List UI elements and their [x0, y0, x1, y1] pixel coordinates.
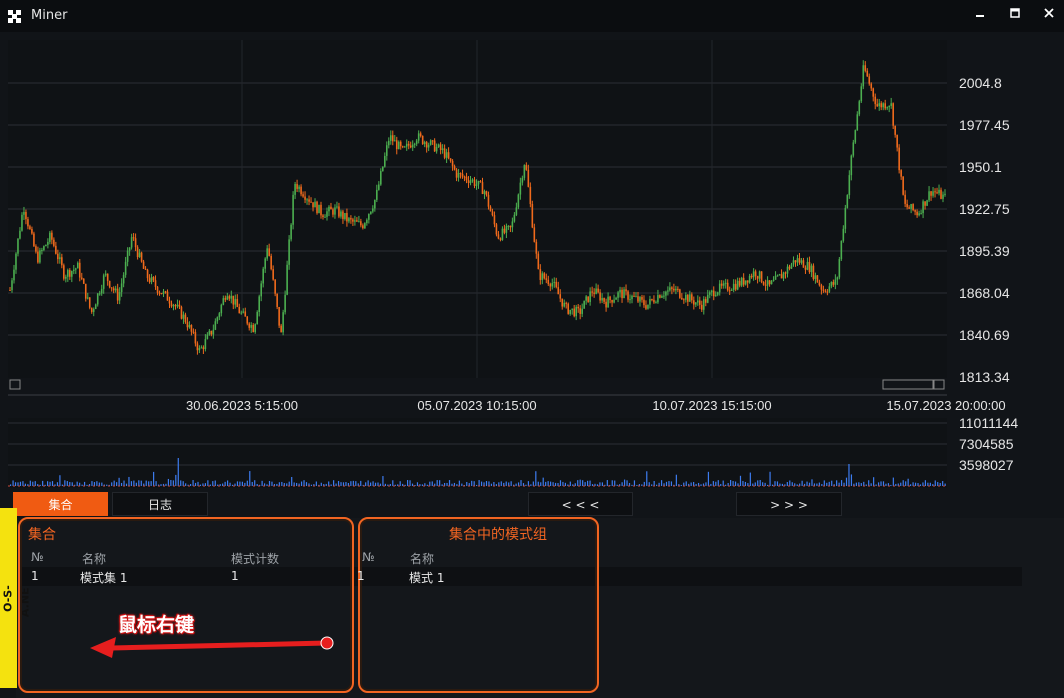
table-row[interactable] — [22, 567, 1022, 586]
brand-label: O-S-A.NET — [1, 579, 32, 618]
window-title: Miner — [31, 8, 68, 23]
set-row-count[interactable]: 1 — [231, 569, 239, 583]
volume-plot-area — [8, 418, 947, 488]
price-tick-label: 1813.34 — [959, 369, 1010, 385]
column-header-name[interactable]: 名称 — [82, 552, 107, 566]
close-icon — [1044, 8, 1054, 18]
price-tick-label: 1895.39 — [959, 243, 1010, 259]
scroll-thumb[interactable] — [882, 379, 934, 390]
pattern-row-name[interactable]: 模式 1 — [409, 571, 445, 585]
scroll-left-handle[interactable] — [9, 379, 21, 390]
candle-series — [9, 60, 946, 355]
prev-page-button[interactable]: < < < — [528, 492, 633, 516]
minimize-button[interactable] — [969, 4, 991, 26]
minimize-icon — [976, 15, 984, 17]
price-tick-label: 1840.69 — [959, 327, 1010, 343]
price-tick-label: 1922.75 — [959, 201, 1010, 217]
date-tick-label: 05.07.2023 10:15:00 — [417, 398, 536, 413]
pattern-list-highlight — [358, 517, 599, 693]
column-header-pattern-count[interactable]: 模式计数 — [231, 552, 280, 566]
price-chart[interactable]: 2004.8 1977.45 1950.1 1922.75 1895.39 1868.04… — [0, 32, 1064, 492]
tab-set[interactable]: 集合 — [13, 492, 108, 516]
maximize-icon — [1010, 8, 1020, 18]
volume-tick-label: 3598027 — [959, 457, 1014, 473]
volume-tick-label: 7304585 — [959, 436, 1014, 452]
set-list-title: 集合 — [28, 527, 56, 543]
app-logo-icon — [8, 10, 21, 23]
volume-tick-label: 11011144 — [959, 415, 1018, 431]
close-button[interactable] — [1038, 4, 1060, 26]
tab-log[interactable]: 日志 — [112, 492, 208, 516]
column-header-number[interactable]: № — [31, 550, 44, 564]
price-tick-label: 1868.04 — [959, 285, 1010, 301]
price-tick-label: 2004.8 — [959, 75, 1002, 91]
set-row-number[interactable]: 1 — [31, 569, 39, 583]
set-panel — [16, 518, 1064, 698]
next-page-button[interactable]: > > > — [736, 492, 842, 516]
price-tick-label: 1977.45 — [959, 117, 1010, 133]
set-list-highlight — [18, 517, 354, 693]
date-tick-label: 15.07.2023 20:00:00 — [886, 398, 1005, 413]
scroll-right-handle[interactable] — [933, 379, 945, 390]
pattern-list-title: 集合中的模式组 — [449, 527, 547, 543]
maximize-button[interactable] — [1004, 4, 1026, 26]
date-tick-label: 10.07.2023 15:15:00 — [652, 398, 771, 413]
title-bar: Miner — [0, 0, 1064, 32]
column-header-number[interactable]: № — [362, 550, 375, 564]
volume-series — [8, 458, 947, 487]
set-row-name[interactable]: 模式集 1 — [80, 571, 128, 585]
annotation-label: 鼠标右键 — [118, 614, 195, 636]
price-tick-label: 1950.1 — [959, 159, 1002, 175]
pattern-row-number[interactable]: 1 — [357, 569, 365, 583]
date-tick-label: 30.06.2023 5:15:00 — [186, 398, 298, 413]
column-header-name[interactable]: 名称 — [410, 552, 435, 566]
arrow-left-icon — [90, 636, 334, 658]
brand-strip — [0, 508, 17, 688]
